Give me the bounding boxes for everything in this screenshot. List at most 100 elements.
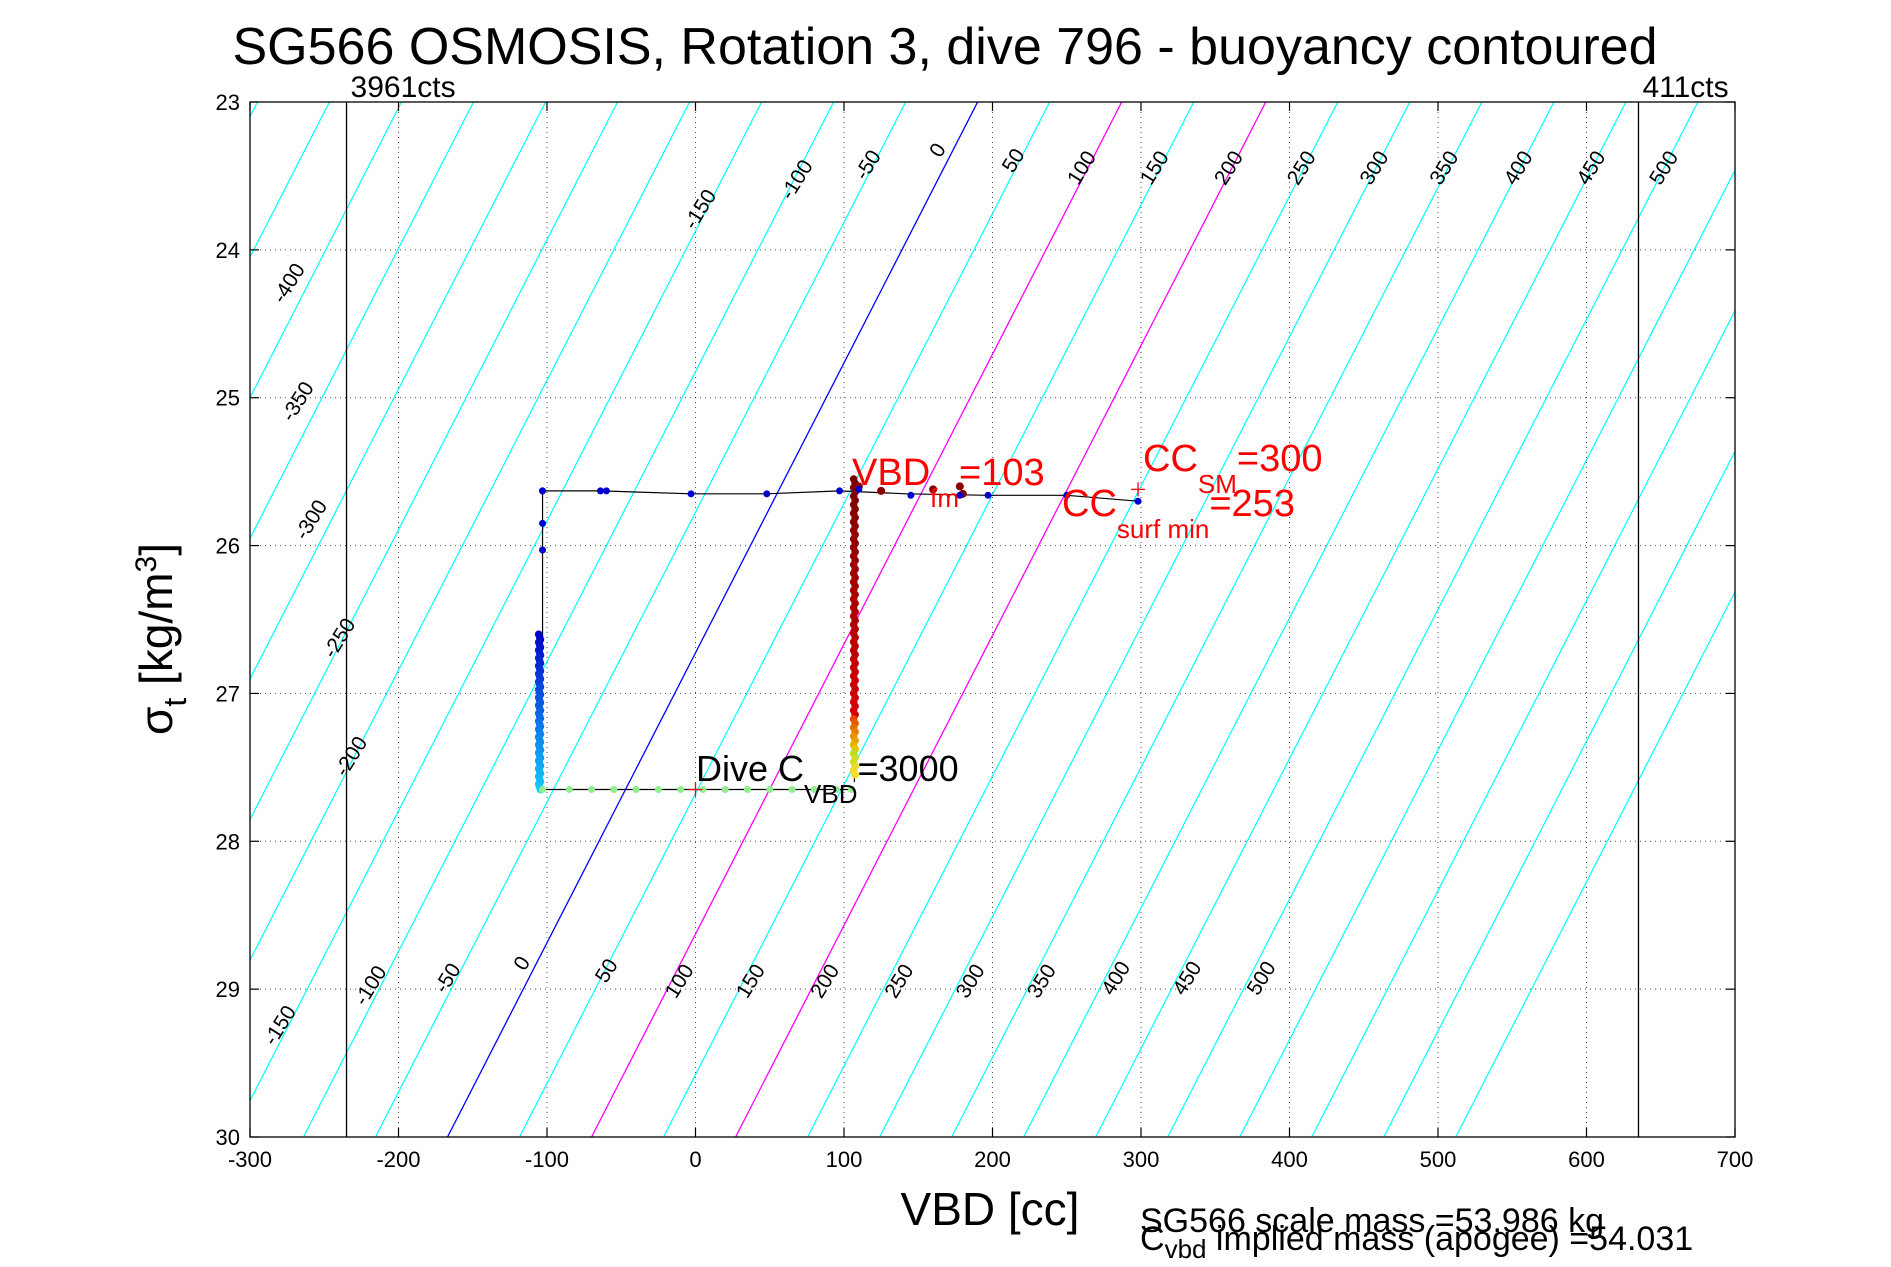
data-point — [929, 485, 938, 494]
contour-line — [1095, 102, 1627, 1137]
data-point — [788, 786, 796, 794]
contour-line — [374, 102, 907, 1137]
y-tick-label: 25 — [216, 386, 240, 411]
contour-value-label: -250 — [319, 614, 361, 662]
data-point — [539, 487, 547, 495]
y-tick-label: 27 — [216, 681, 240, 706]
contour-line — [1455, 590, 1735, 1137]
contour-value-label: -100 — [350, 962, 392, 1010]
contour-line — [879, 102, 1411, 1137]
contour-value-label: 200 — [1210, 147, 1248, 189]
x-tick-label: 200 — [974, 1147, 1011, 1172]
y-tick-label: 26 — [216, 534, 240, 559]
contour-value-label: 350 — [1023, 960, 1061, 1002]
contour-value-label: 150 — [732, 960, 770, 1002]
data-point — [677, 786, 685, 794]
x-tick-label: -200 — [376, 1147, 420, 1172]
data-point — [763, 490, 771, 498]
y-tick-label: 23 — [216, 90, 240, 115]
data-point — [836, 487, 844, 495]
data-point — [632, 786, 640, 794]
data-point — [687, 490, 695, 498]
x-axis-label: VBD [cc] — [901, 1183, 1080, 1235]
vbd-fm-annotation: VBDfm=103 — [852, 452, 1045, 513]
contour-line — [951, 102, 1483, 1137]
contour-value-label: 500 — [1243, 957, 1281, 999]
contour-line — [302, 102, 835, 1137]
x-tick-label: 300 — [1123, 1147, 1160, 1172]
contour-line — [518, 102, 1051, 1137]
contour-value-label: 500 — [1645, 147, 1683, 189]
data-point — [855, 485, 863, 493]
contour-line — [250, 102, 763, 1103]
data-point — [810, 786, 818, 794]
chart-title: SG566 OSMOSIS, Rotation 3, dive 796 - bu… — [232, 18, 1657, 76]
contour-value-label: -50 — [430, 959, 466, 997]
x-tick-label: 600 — [1568, 1147, 1605, 1172]
data-point — [565, 786, 573, 794]
contour-value-label: 450 — [1168, 957, 1206, 999]
data-point — [766, 786, 774, 794]
contour-value-label: -200 — [331, 733, 373, 781]
x-tick-label: 400 — [1271, 1147, 1308, 1172]
contour-line — [250, 102, 691, 962]
implied-mass-note: Cvbd implied mass (apogee) =54.031 — [1140, 1220, 1693, 1262]
data-point — [851, 770, 859, 779]
x-tick-label: 0 — [689, 1147, 701, 1172]
cc-sm-annotation: CCSM=300 — [1143, 438, 1322, 499]
data-point — [610, 786, 618, 794]
cc-surf-min-annotation: CCsurf min=253 — [1062, 483, 1295, 544]
x-tick-label: 100 — [826, 1147, 863, 1172]
contour-line — [807, 102, 1339, 1137]
x-tick-label: -300 — [228, 1147, 272, 1172]
data-point — [877, 486, 886, 495]
dive-cvbd-annotation: Dive CVBD=3000 — [696, 748, 959, 809]
data-point — [955, 482, 964, 491]
contour-line — [1311, 309, 1735, 1137]
x-tick-label: 500 — [1420, 1147, 1457, 1172]
contour-value-label: 300 — [952, 960, 990, 1002]
data-point — [907, 491, 915, 499]
scale-mass-note: SG566 scale mass =53.986 kg — [1140, 1202, 1604, 1240]
contour-value-label: 300 — [1356, 147, 1394, 189]
contour-value-label: 250 — [880, 960, 918, 1002]
contour-line — [250, 102, 403, 400]
contour-value-label: 50 — [591, 955, 623, 987]
contour-line — [735, 102, 1267, 1137]
data-point — [596, 487, 604, 495]
contour-value-label: 0 — [509, 952, 535, 974]
contour-line — [1167, 102, 1699, 1137]
y-tick-label: 28 — [216, 829, 240, 854]
contour-line — [1383, 450, 1735, 1137]
data-point — [699, 786, 707, 794]
data-point — [1063, 491, 1071, 499]
data-point — [539, 519, 547, 527]
data-point — [984, 491, 992, 499]
contour-line — [446, 102, 979, 1137]
contour-value-label: 400 — [1500, 147, 1538, 189]
data-point — [602, 487, 610, 495]
contour-value-label: 100 — [661, 960, 699, 1002]
y-tick-label: 29 — [216, 977, 240, 1002]
contour-value-label: -350 — [277, 378, 319, 426]
contour-value-label: 400 — [1097, 957, 1135, 999]
contour-value-label: 350 — [1425, 147, 1463, 189]
contour-value-label: 250 — [1283, 147, 1321, 189]
data-point — [588, 786, 596, 794]
contour-line — [1239, 168, 1735, 1137]
data-point — [654, 786, 662, 794]
x-tick-label: 700 — [1717, 1147, 1754, 1172]
count-limit-label: 3961cts — [351, 71, 456, 104]
contour-value-label: 200 — [806, 960, 844, 1002]
data-point — [1134, 497, 1142, 505]
data-point — [833, 786, 841, 794]
contour-value-label: 450 — [1572, 147, 1610, 189]
y-tick-label: 24 — [216, 238, 240, 263]
contour-value-label: -300 — [290, 496, 332, 544]
data-point — [539, 786, 547, 794]
count-limit-label: 411cts — [1642, 71, 1728, 104]
data-point — [847, 786, 855, 794]
y-axis-label: σt [kg/m3] — [130, 543, 193, 735]
contour-value-label: 0 — [925, 139, 951, 161]
